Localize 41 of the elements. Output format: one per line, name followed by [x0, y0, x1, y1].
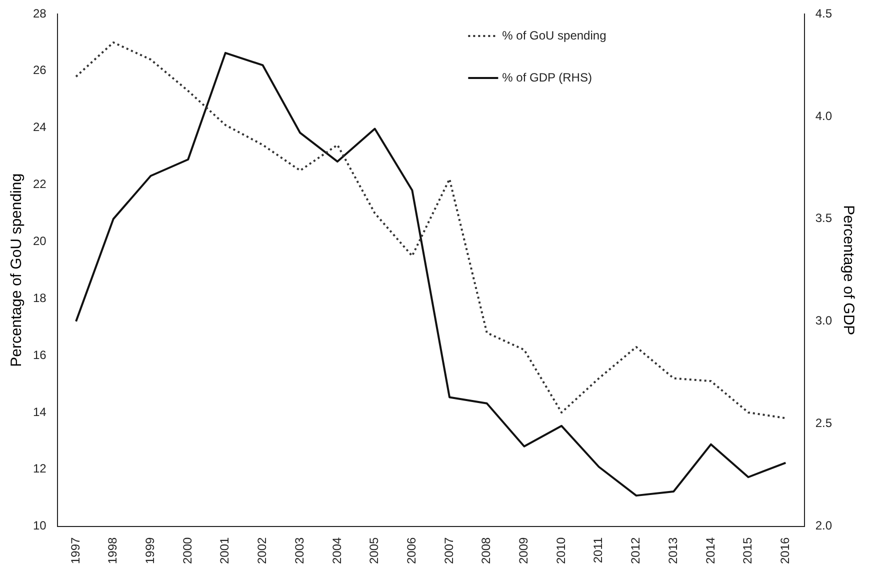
y2-tick-label: 2.5	[815, 416, 832, 430]
y-tick-label: 20	[32, 234, 47, 248]
x-tick-label: 2009	[516, 536, 531, 564]
x-tick-label: 2005	[367, 536, 382, 564]
y-axis-title: Percentage of GoU spending	[8, 173, 26, 367]
x-tick-label: 1999	[143, 536, 158, 564]
x-tick-label: 2004	[330, 536, 344, 564]
line-series	[75, 41, 787, 420]
y2-tick-label: 3.5	[815, 211, 832, 226]
x-tick-label: 2008	[479, 536, 494, 564]
y-tick-label: 10	[32, 518, 47, 533]
x-tick-label: 2002	[255, 536, 270, 564]
x-tick-label: 2010	[554, 536, 568, 564]
x-tick-label: 2006	[404, 536, 418, 564]
y2-axis-title: Percentage of GDP	[840, 205, 857, 336]
x-tick-label: 1998	[106, 536, 120, 564]
y-tick-label: 28	[32, 6, 47, 20]
y-tick-label: 12	[32, 462, 47, 476]
x-tick-label: 2011	[591, 536, 606, 564]
y-tick-label: 14	[32, 404, 47, 419]
x-tick-label: 2003	[292, 536, 306, 564]
x-tick-label: 2013	[666, 536, 680, 564]
y-tick-label: 18	[32, 290, 47, 305]
x-tick-label: 2015	[740, 536, 755, 564]
y-tick-label: 22	[32, 177, 47, 192]
legend-label: % of GDP (RHS)	[502, 70, 592, 84]
x-tick-label: 2000	[180, 536, 194, 564]
x-tick-label: 2001	[218, 536, 232, 564]
x-tick-label: 2014	[703, 536, 718, 564]
legend-label: % of GoU spending	[502, 28, 606, 42]
x-tick-label: 2012	[628, 536, 643, 564]
y-tick-label: 24	[32, 120, 47, 134]
y2-tick-label: 3.0	[815, 314, 832, 328]
y-tick-label: 26	[32, 63, 47, 78]
x-tick-label: 1997	[68, 536, 82, 564]
x-tick-label: 2016	[778, 536, 792, 564]
y2-tick-label: 4.5	[815, 6, 832, 20]
y2-tick-label: 4.0	[815, 108, 832, 123]
y2-tick-label: 2.0	[815, 518, 832, 533]
y-tick-label: 16	[32, 348, 47, 362]
x-tick-label: 2007	[442, 536, 456, 564]
